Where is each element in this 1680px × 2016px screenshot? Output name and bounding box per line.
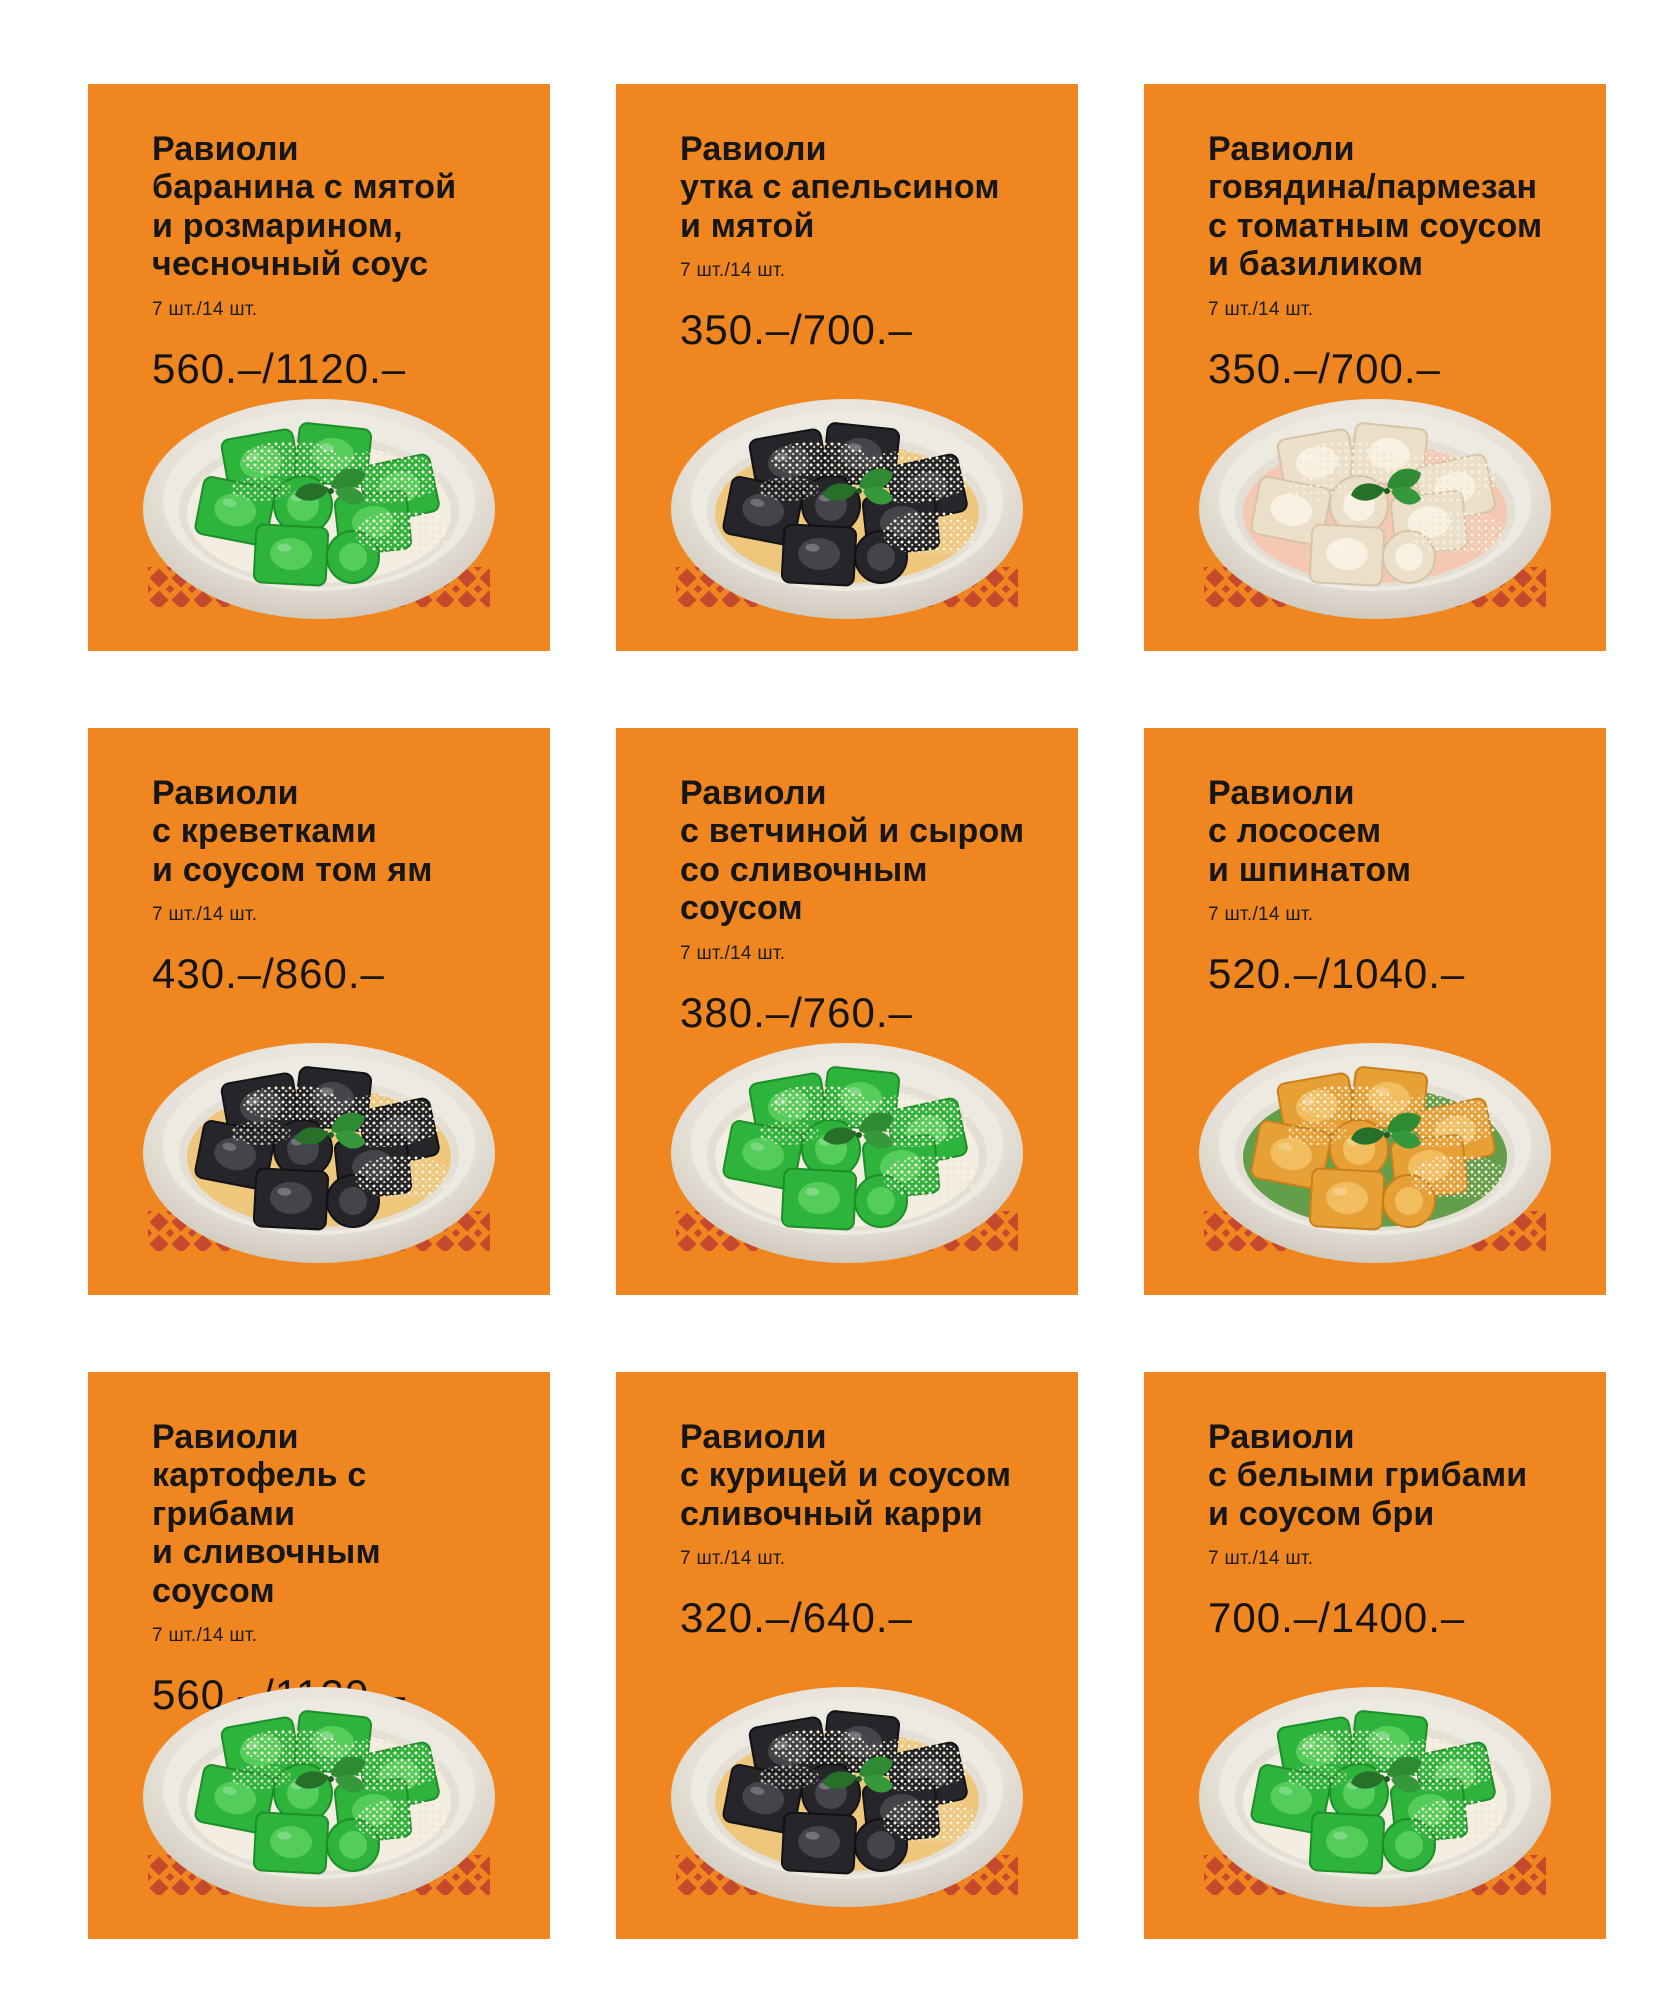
dish-photo	[141, 393, 497, 621]
menu-card: Равиоли с белыми грибами и соусом бри 7 …	[1144, 1372, 1606, 1939]
dish-photo	[141, 1037, 497, 1265]
dish-title: Равиоли с креветками и соусом том ям	[152, 774, 433, 889]
menu-card: Равиоли картофель с грибами и сливочным …	[88, 1372, 550, 1939]
dish-title: Равиоли с белыми грибами и соусом бри	[1208, 1418, 1528, 1533]
dish-title: Равиоли с курицей и соусом сливочный кар…	[680, 1418, 1012, 1533]
price: 380.–/760.–	[680, 988, 913, 1036]
dish-title: Равиоли с ветчиной и сыром со сливочным …	[680, 774, 1025, 928]
portion-size: 7 шт./14 шт.	[680, 1548, 786, 1570]
portion-size: 7 шт./14 шт.	[152, 904, 258, 926]
dish-title: Равиоли говядина/пармезан с томатным соу…	[1208, 130, 1543, 284]
dish-photo	[669, 1037, 1025, 1265]
menu-card: Равиоли с ветчиной и сыром со сливочным …	[616, 728, 1078, 1295]
dish-photo	[1197, 1681, 1553, 1909]
menu-card: Равиоли с креветками и соусом том ям 7 ш…	[88, 728, 550, 1295]
portion-size: 7 шт./14 шт.	[680, 942, 786, 964]
portion-size: 7 шт./14 шт.	[152, 1625, 258, 1647]
price: 430.–/860.–	[152, 950, 385, 998]
portion-size: 7 шт./14 шт.	[1208, 298, 1314, 320]
portion-size: 7 шт./14 шт.	[152, 298, 258, 320]
dish-title: Равиоли с лососем и шпинатом	[1208, 774, 1412, 889]
menu-card: Равиоли говядина/пармезан с томатным соу…	[1144, 84, 1606, 651]
dish-photo	[141, 1681, 497, 1909]
price: 560.–/1120.–	[152, 344, 407, 392]
portion-size: 7 шт./14 шт.	[1208, 1548, 1314, 1570]
price: 350.–/700.–	[1208, 344, 1441, 392]
dish-photo	[1197, 393, 1553, 621]
menu-card: Равиоли баранина с мятой и розмарином, ч…	[88, 84, 550, 651]
dish-photo	[1197, 1037, 1553, 1265]
dish-photo	[669, 1681, 1025, 1909]
price: 520.–/1040.–	[1208, 950, 1466, 998]
dish-photo	[669, 393, 1025, 621]
price: 350.–/700.–	[680, 306, 913, 354]
portion-size: 7 шт./14 шт.	[1208, 904, 1314, 926]
menu-card: Равиоли утка с апельсином и мятой 7 шт./…	[616, 84, 1078, 651]
price: 320.–/640.–	[680, 1594, 913, 1642]
menu-card: Равиоли с курицей и соусом сливочный кар…	[616, 1372, 1078, 1939]
dish-title: Равиоли утка с апельсином и мятой	[680, 130, 1000, 245]
dish-title: Равиоли баранина с мятой и розмарином, ч…	[152, 130, 457, 284]
dish-title: Равиоли картофель с грибами и сливочным …	[152, 1418, 381, 1610]
menu-card: Равиоли с лососем и шпинатом 7 шт./14 шт…	[1144, 728, 1606, 1295]
price: 700.–/1400.–	[1208, 1594, 1466, 1642]
portion-size: 7 шт./14 шт.	[680, 260, 786, 282]
